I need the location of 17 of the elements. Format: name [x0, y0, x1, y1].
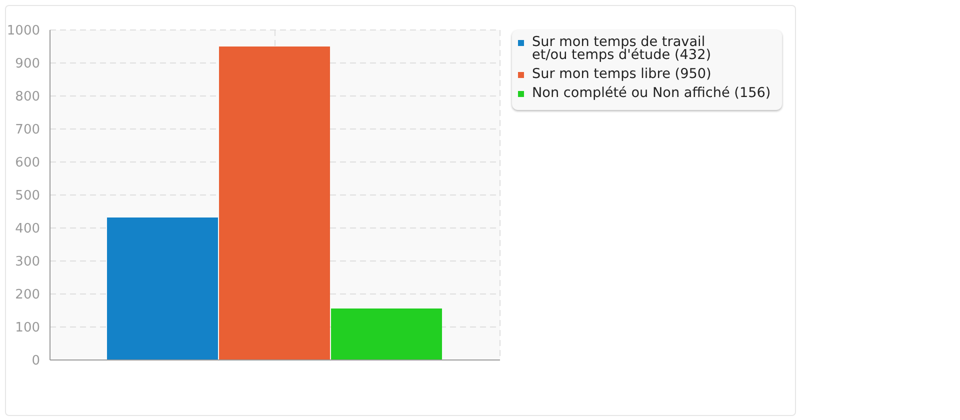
- y-tick-label: 1000: [6, 24, 40, 39]
- y-tick-label: 900: [15, 56, 40, 72]
- y-tick-label: 700: [15, 122, 40, 138]
- legend-label: Sur mon temps de travail et/ou temps d'étude (432): [532, 34, 712, 63]
- bar: [331, 308, 442, 360]
- legend-label: Non complété ou Non affiché (156): [532, 85, 771, 101]
- bar: [219, 46, 330, 360]
- y-tick-label: 500: [15, 188, 40, 204]
- y-tick-label: 100: [15, 320, 40, 336]
- bar: [107, 217, 218, 360]
- y-tick-label: 400: [15, 222, 40, 237]
- y-tick-label: 600: [15, 156, 40, 171]
- y-tick-label: 0: [32, 354, 40, 369]
- legend-label: Sur mon temps libre (950): [532, 66, 712, 82]
- y-tick-label: 300: [15, 254, 40, 270]
- y-tick-label: 800: [15, 90, 40, 105]
- y-tick-label: 200: [15, 288, 40, 303]
